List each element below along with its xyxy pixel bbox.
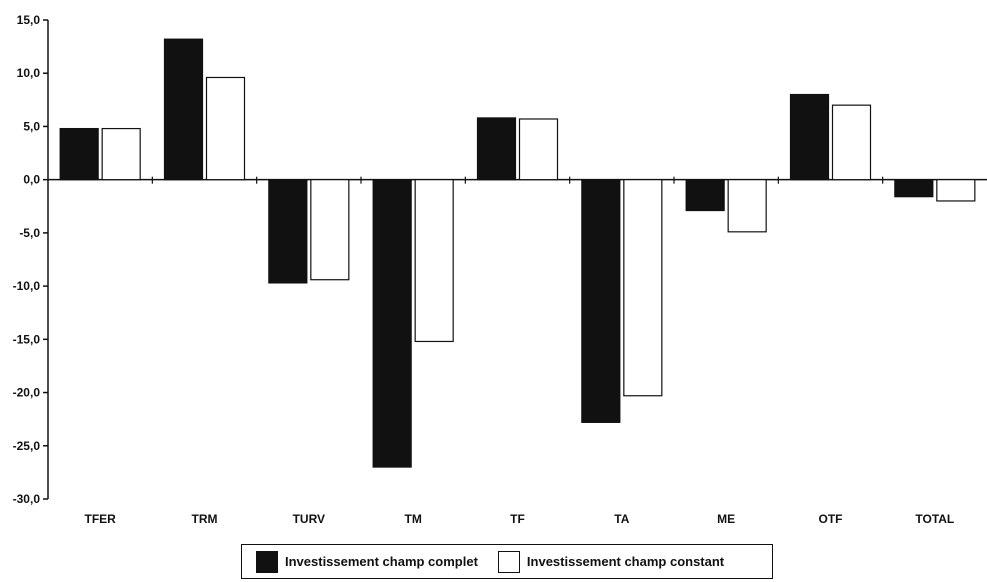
bar-trm-series-2 — [205, 76, 246, 181]
chart-bars — [59, 38, 976, 468]
bar-tm-series-1 — [372, 179, 412, 468]
bar-total-series-1 — [894, 179, 934, 198]
bar-tfer-series-1 — [59, 127, 99, 181]
y-tick-label: -25,0 — [13, 439, 41, 453]
bar-otf-series-2 — [831, 104, 872, 181]
legend-label-series-2: Investissement champ constant — [526, 554, 725, 569]
bar-trm-series-1 — [163, 38, 204, 181]
bar-turv-series-2 — [310, 179, 350, 281]
bar-ta-series-2 — [623, 179, 663, 397]
chart-legend: Investissement champ complet Investissem… — [241, 544, 773, 579]
bar-otf-series-1 — [789, 93, 830, 181]
x-category-label: OTF — [819, 512, 843, 526]
x-category-label: ME — [717, 512, 735, 526]
legend-swatch-series-1 — [256, 550, 278, 573]
legend-item-series-1: Investissement champ complet — [256, 550, 478, 573]
legend-label-series-1: Investissement champ complet — [285, 554, 478, 569]
x-category-label: TRM — [192, 512, 218, 526]
y-tick-label: -30,0 — [13, 492, 41, 506]
bar-me-series-2 — [727, 179, 767, 233]
x-category-label: TFER — [84, 512, 116, 526]
y-tick-label: -10,0 — [13, 279, 41, 293]
legend-item-series-2: Investissement champ constant — [497, 550, 725, 573]
y-tick-label: 10,0 — [17, 66, 41, 80]
bar-tfer-series-2 — [101, 127, 141, 181]
bar-me-series-1 — [685, 179, 725, 212]
x-category-label: TOTAL — [915, 512, 954, 526]
x-category-label: TF — [510, 512, 525, 526]
y-tick-label: -5,0 — [19, 226, 40, 240]
bar-ta-series-1 — [581, 179, 621, 423]
bar-tf-series-1 — [476, 117, 517, 181]
y-tick-label: 15,0 — [17, 13, 41, 27]
y-tick-label: 0,0 — [23, 173, 40, 187]
bar-turv-series-1 — [268, 179, 308, 284]
x-category-label: TM — [405, 512, 422, 526]
bar-tm-series-2 — [414, 179, 454, 343]
y-tick-label: -15,0 — [13, 332, 41, 346]
x-category-label: TA — [614, 512, 629, 526]
y-tick-label: 5,0 — [23, 119, 40, 133]
y-tick-label: -20,0 — [13, 386, 41, 400]
bar-total-series-2 — [936, 179, 976, 202]
legend-swatch-series-2 — [497, 550, 520, 573]
chart-labels: 15,0 10,0 5,0 0,0 -5,0 -10,0 -15,0 -20,0 -25,0 -3… — [13, 13, 955, 526]
x-category-label: TURV — [293, 512, 325, 526]
chart-axes — [43, 19, 987, 500]
bar-tf-series-2 — [518, 118, 559, 181]
